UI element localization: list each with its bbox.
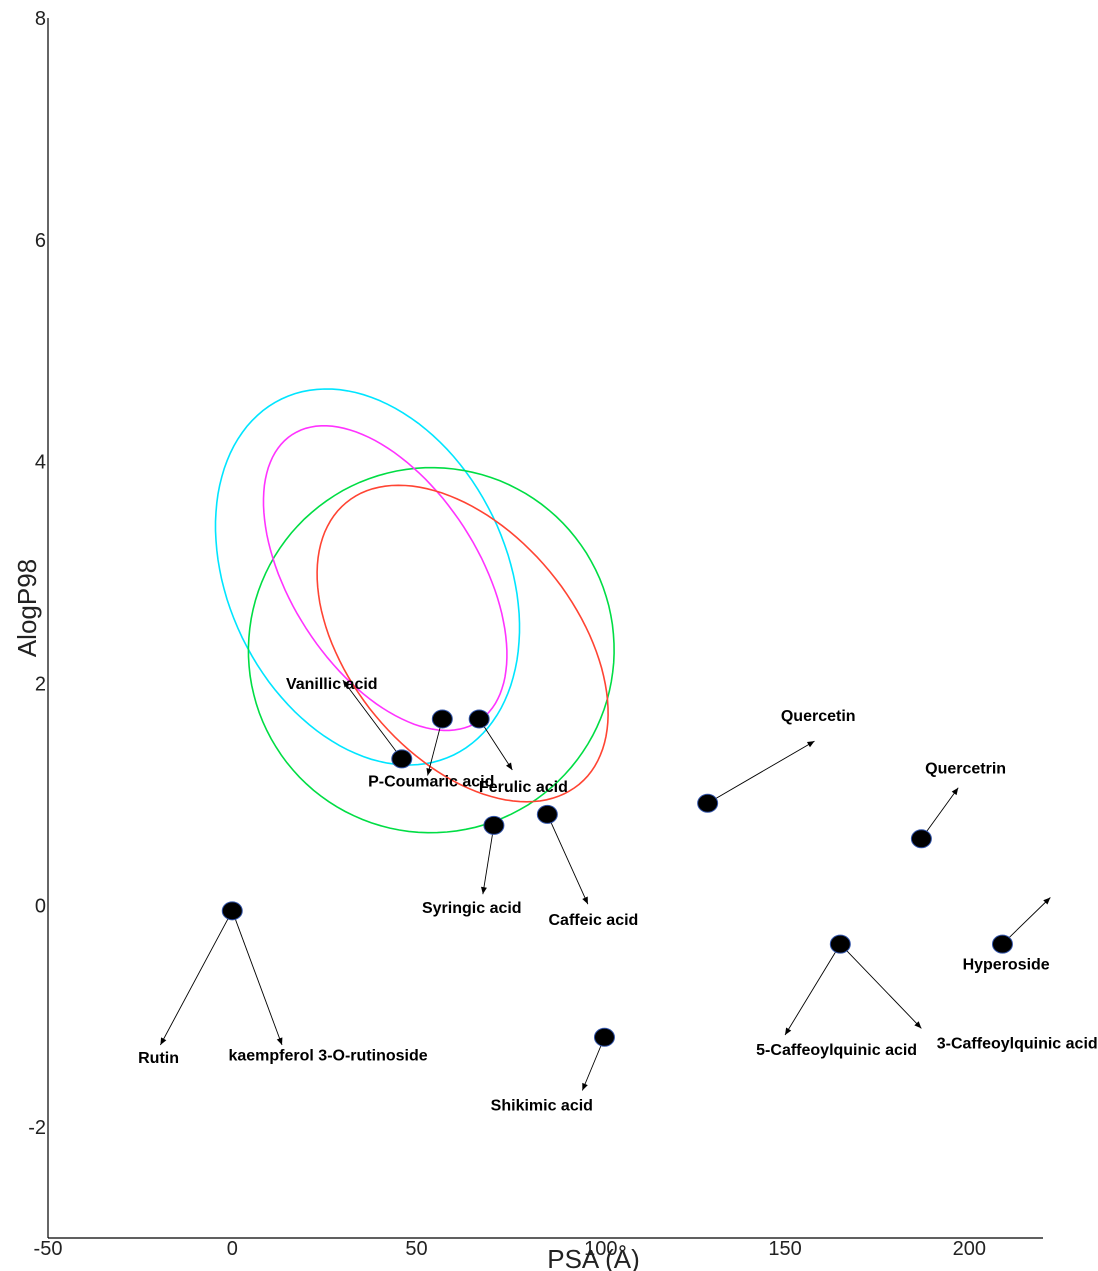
point-label: Shikimic acid	[491, 1097, 593, 1114]
label-arrow	[481, 825, 495, 895]
arrow-head	[481, 886, 487, 895]
arrow-line	[784, 943, 841, 1036]
data-point	[829, 934, 851, 954]
y-tick-label: -2	[28, 1117, 46, 1139]
arrow-line	[231, 910, 283, 1046]
data-point	[431, 709, 453, 729]
label-arrow	[921, 787, 959, 839]
label-arrow	[426, 718, 443, 776]
x-axis-title: PSA (Å)	[547, 1244, 639, 1271]
ellipse-cyan	[214, 388, 521, 766]
point-label: Quercetin	[781, 708, 856, 725]
tick-labels: -50 0 50 100 150 200 -2 0 2 4 6 8	[28, 8, 986, 1260]
arrow-head	[951, 787, 959, 796]
label-arrow	[160, 910, 233, 1046]
ellipse-magenta	[262, 425, 508, 732]
x-tick-label: 0	[227, 1238, 238, 1260]
label-arrow	[784, 943, 841, 1036]
data-point	[697, 793, 719, 813]
axes	[47, 18, 1043, 1239]
y-tick-label: 0	[35, 895, 46, 917]
arrow-line	[427, 718, 443, 776]
arrow-head	[426, 767, 433, 776]
arrow-line	[478, 718, 513, 771]
point-label: Quercetrin	[925, 760, 1006, 777]
point-label: Rutin	[138, 1050, 179, 1067]
data-point	[391, 749, 413, 769]
x-tick-label: 200	[953, 1238, 986, 1260]
x-tick-label: 100	[584, 1238, 617, 1260]
x-tick-label: 150	[768, 1238, 801, 1260]
point-label: Hyperoside	[963, 957, 1050, 974]
arrow-head	[582, 896, 588, 905]
y-tick-label: 6	[35, 230, 46, 252]
arrow-head	[1043, 897, 1051, 905]
x-tick-label: 50	[405, 1238, 427, 1260]
label-arrow	[1002, 897, 1051, 945]
data-point	[468, 709, 490, 729]
arrow-head	[276, 1037, 283, 1046]
arrow-line	[546, 814, 589, 905]
y-tick-label: 2	[35, 673, 46, 695]
point-label: kaempferol 3-O-rutinoside	[228, 1048, 427, 1065]
arrow-line	[839, 943, 922, 1029]
label-arrow	[546, 814, 589, 905]
data-point	[593, 1027, 615, 1047]
arrow-head	[914, 1021, 922, 1029]
arrow-head	[342, 680, 350, 688]
point-label: 3-Caffeoylquinic acid	[937, 1035, 1098, 1052]
data-point	[991, 934, 1013, 954]
point-labels: Rutin kaempferol 3-O-rutinoside Vanillic a…	[138, 676, 1098, 1114]
arrow-line	[482, 825, 495, 895]
ellipse-red	[316, 484, 609, 803]
confidence-ellipses	[214, 388, 615, 834]
label-arrows	[160, 679, 1051, 1091]
arrow-line	[921, 787, 959, 839]
label-arrow	[342, 679, 403, 760]
label-arrow	[478, 718, 513, 771]
x-tick-label: -50	[34, 1238, 63, 1260]
y-tick-label: 8	[35, 8, 46, 30]
point-label: Syringic acid	[422, 900, 522, 917]
label-arrow	[707, 740, 815, 804]
ellipse-green	[247, 466, 615, 834]
arrow-head	[785, 1027, 792, 1036]
arrow-head	[582, 1082, 588, 1091]
y-axis-title: AlogP98	[12, 559, 42, 657]
label-arrow	[839, 943, 922, 1029]
arrow-line	[160, 910, 233, 1046]
data-point	[910, 829, 932, 849]
arrow-line	[1002, 897, 1051, 945]
data-point	[483, 815, 505, 835]
point-label: Vanillic acid	[286, 676, 378, 693]
data-point	[536, 804, 558, 824]
point-label: Caffeic acid	[549, 912, 639, 929]
data-point	[221, 901, 243, 921]
y-tick-label: 4	[35, 452, 46, 474]
arrow-line	[342, 679, 403, 760]
point-label: P-Coumaric acid	[368, 774, 494, 791]
arrow-line	[707, 740, 815, 804]
arrow-head	[506, 762, 513, 770]
arrow-head	[160, 1037, 167, 1046]
point-label: Ferulic acid	[479, 779, 568, 796]
point-label: 5-Caffeoylquinic acid	[756, 1042, 917, 1059]
data-points	[221, 709, 1013, 1047]
label-arrow	[231, 910, 283, 1046]
arrow-head	[806, 741, 815, 748]
